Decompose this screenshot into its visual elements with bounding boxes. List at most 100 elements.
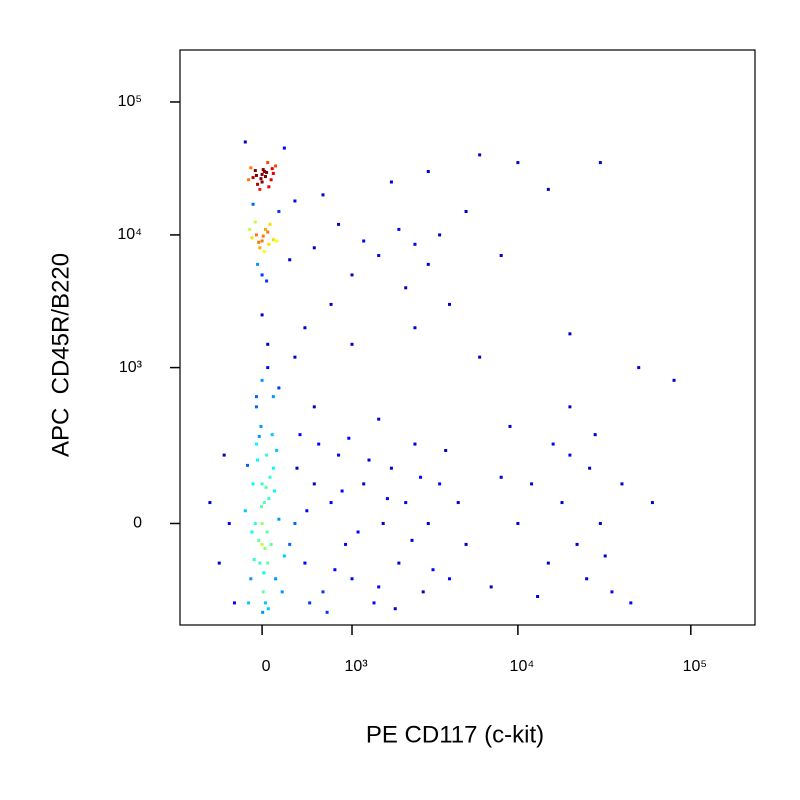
event-dot <box>478 355 482 359</box>
event-dot <box>261 590 265 594</box>
event-dot <box>266 230 270 234</box>
x-tick-label: 10⁵ <box>683 658 707 675</box>
event-dot <box>260 482 264 486</box>
event-dot <box>464 542 468 546</box>
event-dot <box>516 161 520 165</box>
event-dot <box>249 166 253 170</box>
event-dot <box>303 561 307 565</box>
event-dot <box>266 607 270 611</box>
event-dot <box>317 442 321 446</box>
event-dot <box>295 466 299 470</box>
event-dot <box>325 610 329 614</box>
event-dot <box>588 466 592 470</box>
event-dot <box>575 542 579 546</box>
event-dot <box>253 169 257 173</box>
event-dot <box>362 482 366 486</box>
event-dot <box>377 585 381 589</box>
event-dot <box>252 558 256 562</box>
event-dot <box>253 521 257 525</box>
event-dot <box>464 210 468 214</box>
event-dot <box>288 258 292 262</box>
event-dot <box>447 302 451 306</box>
event-dot <box>251 482 255 486</box>
event-dot <box>377 417 381 421</box>
event-dot <box>268 475 272 479</box>
event-dot <box>293 521 297 525</box>
event-dot <box>261 234 265 238</box>
event-dot <box>397 227 401 231</box>
event-dot <box>419 475 423 479</box>
event-dot <box>249 577 253 581</box>
event-dot <box>478 153 482 157</box>
event-dot <box>426 169 430 173</box>
event-dot <box>277 210 281 214</box>
event-dot <box>267 242 271 246</box>
event-dot <box>260 505 264 509</box>
event-dot <box>263 175 267 179</box>
event-dot <box>262 250 266 254</box>
event-dot <box>350 342 354 346</box>
event-dot <box>293 199 297 203</box>
event-dot <box>308 601 312 605</box>
event-dot <box>404 501 408 505</box>
event-dot <box>516 521 520 525</box>
event-dot <box>260 521 264 525</box>
event-dot <box>256 262 260 266</box>
event-dot <box>603 554 607 558</box>
event-dot <box>217 561 221 565</box>
event-dot <box>270 167 274 171</box>
event-dot <box>275 448 279 452</box>
event-dot <box>350 273 354 277</box>
event-dot <box>598 521 602 525</box>
event-dot <box>610 590 614 594</box>
event-dot <box>268 222 272 226</box>
event-dot <box>227 521 231 525</box>
event-dot <box>247 178 251 182</box>
event-dot <box>261 168 265 172</box>
event-dot <box>347 436 351 440</box>
event-dot <box>260 542 264 546</box>
event-dot <box>305 509 309 513</box>
event-dot <box>232 601 236 605</box>
event-dot <box>271 171 275 175</box>
event-dot <box>536 595 540 599</box>
event-dot <box>568 405 572 409</box>
event-dot <box>265 453 269 457</box>
event-dot <box>438 482 442 486</box>
event-dot <box>340 489 344 493</box>
event-dot <box>280 590 284 594</box>
x-tick-label: 10⁴ <box>510 658 535 675</box>
event-dot <box>344 542 348 546</box>
event-dot <box>274 577 278 581</box>
event-dot <box>266 161 270 165</box>
event-dot <box>272 489 276 493</box>
event-dot <box>303 326 307 330</box>
event-dot <box>254 405 258 409</box>
event-dot <box>248 227 252 231</box>
event-dot <box>208 501 212 505</box>
event-dot <box>568 332 572 336</box>
event-dot <box>629 601 633 605</box>
event-dot <box>413 242 417 246</box>
event-dot <box>508 424 512 428</box>
event-dot <box>298 433 302 437</box>
event-dot <box>250 236 254 240</box>
event-dot <box>264 485 268 489</box>
event-dot <box>267 185 271 189</box>
event-dot <box>265 279 269 283</box>
event-dot <box>426 262 430 266</box>
event-dot <box>620 482 624 486</box>
event-dot <box>356 530 360 534</box>
event-dot <box>329 302 333 306</box>
event-dot <box>637 366 641 370</box>
event-dot <box>274 164 278 168</box>
event-dot <box>258 246 262 250</box>
event-dot <box>251 202 255 206</box>
event-dot <box>337 222 341 226</box>
event-dot <box>254 173 258 177</box>
y-axis-label: APC CD45R/B220 <box>47 253 74 457</box>
y-tick-label: 10³ <box>119 359 143 376</box>
event-dot <box>426 521 430 525</box>
event-dot <box>257 240 261 244</box>
event-dot <box>271 395 275 399</box>
